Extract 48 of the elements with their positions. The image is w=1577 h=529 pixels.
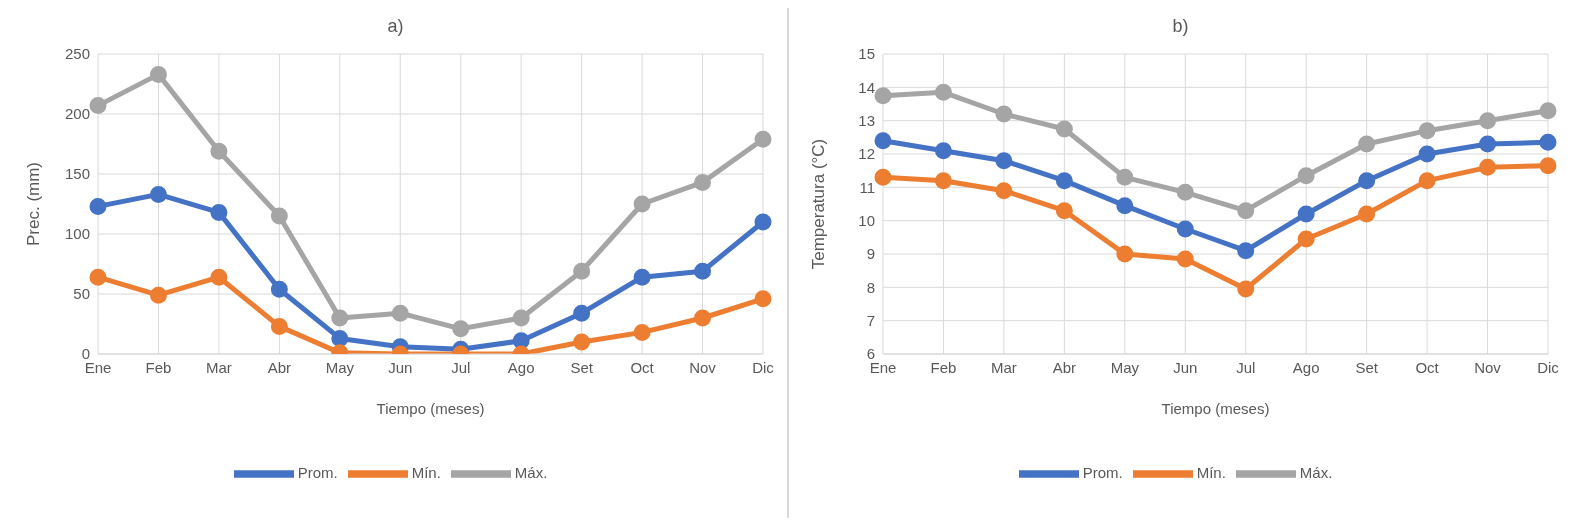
y-tick-label: 14 <box>858 78 875 96</box>
x-tick-label: Jun <box>388 358 413 376</box>
y-tick-label: 200 <box>64 105 90 123</box>
y-tick-label: 8 <box>866 278 875 296</box>
x-tick-label: Jul <box>1236 358 1256 376</box>
legend-label: Prom. <box>297 463 338 481</box>
x-tick-label: Mar <box>205 358 232 376</box>
x-tick-label: Nov <box>689 358 717 376</box>
y-axis-title: Temperatura (°C) <box>809 138 829 270</box>
x-tick-label: Nov <box>1474 358 1502 376</box>
x-tick-label: Dic <box>1537 358 1560 376</box>
y-tick-label: 100 <box>64 225 90 243</box>
x-tick-label: Abr <box>1052 358 1077 376</box>
legend-label: Mín. <box>1196 463 1226 481</box>
y-tick-label: 12 <box>858 145 875 163</box>
x-tick-label: May <box>1110 358 1140 376</box>
y-tick-label: 15 <box>858 45 875 63</box>
x-tick-label: Oct <box>630 358 655 376</box>
x-tick-label: Oct <box>1415 358 1440 376</box>
x-tick-label: Dic <box>752 358 775 376</box>
legend-label: Mín. <box>411 463 441 481</box>
y-tick-label: 10 <box>858 211 875 229</box>
x-axis-title: Tiempo (meses) <box>1161 400 1270 417</box>
y-tick-label: 11 <box>859 178 875 196</box>
x-tick-label: Mar <box>990 358 1017 376</box>
x-tick-label: Abr <box>267 358 292 376</box>
y-tick-label: 250 <box>64 45 90 63</box>
x-tick-label: Jul <box>451 358 471 376</box>
x-tick-label: Jun <box>1173 358 1198 376</box>
chart-title: b) <box>1171 15 1190 38</box>
x-tick-label: Feb <box>930 358 957 376</box>
y-tick-label: 50 <box>73 285 90 303</box>
x-tick-label: Ago <box>507 358 535 376</box>
x-tick-label: Set <box>570 358 594 376</box>
legend-label: Prom. <box>1082 463 1123 481</box>
y-axis-title: Prec. (mm) <box>24 161 44 247</box>
y-tick-label: 150 <box>64 165 90 183</box>
y-tick-label: 7 <box>866 311 875 329</box>
x-tick-label: Set <box>1355 358 1379 376</box>
legend-label: Máx. <box>514 463 548 481</box>
x-tick-label: May <box>325 358 355 376</box>
y-tick-label: 9 <box>866 245 875 263</box>
x-tick-label: Ago <box>1292 358 1320 376</box>
y-tick-label: 13 <box>858 111 875 129</box>
x-axis-title: Tiempo (meses) <box>376 400 485 417</box>
legend-label: Máx. <box>1299 463 1333 481</box>
x-tick-label: Feb <box>145 358 172 376</box>
chart-title: a) <box>386 15 405 38</box>
